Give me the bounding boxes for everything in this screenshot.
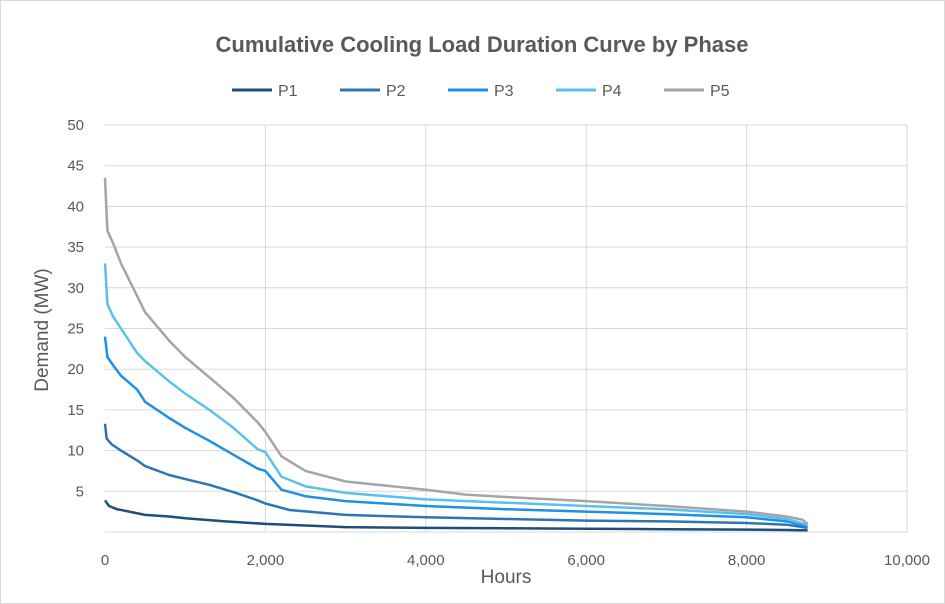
- y-tick-label: 5: [76, 483, 84, 500]
- y-axis-title: Demand (MW): [32, 268, 53, 392]
- y-tick-label: 20: [67, 361, 84, 378]
- y-axis-ticks: 5 10 15 20 25 30 35 40 45 50: [67, 117, 84, 500]
- legend-label: P3: [494, 83, 514, 100]
- legend-label: P1: [278, 83, 298, 100]
- x-tick-label: 8,000: [728, 552, 766, 569]
- y-tick-label: 15: [67, 402, 84, 419]
- x-tick-label: 4,000: [407, 552, 445, 569]
- y-tick-label: 50: [67, 117, 84, 134]
- x-tick-label: 2,000: [247, 552, 285, 569]
- series-lines: [103, 177, 809, 532]
- y-tick-label: 35: [67, 239, 84, 256]
- y-tick-label: 30: [67, 280, 84, 297]
- gridlines: [105, 124, 908, 532]
- legend: P1 P2 P3 P4 P5: [232, 83, 730, 100]
- series-line-p3: [103, 336, 808, 528]
- legend-label: P2: [386, 83, 406, 100]
- legend-label: P5: [710, 83, 730, 100]
- legend-label: P4: [602, 83, 622, 100]
- series-line-p2: [103, 423, 808, 530]
- x-tick-label: 10,000: [884, 552, 930, 569]
- series-line-p5: [103, 177, 809, 525]
- y-tick-label: 40: [67, 198, 84, 215]
- x-axis-ticks: 0 2,000 4,000 6,000 8,000 10,000: [101, 552, 930, 569]
- series-line-p1: [103, 499, 808, 532]
- series-line-p4: [103, 263, 808, 526]
- y-tick-label: 10: [67, 443, 84, 460]
- chart-title: Cumulative Cooling Load Duration Curve b…: [216, 32, 749, 57]
- x-axis-title: Hours: [481, 567, 532, 588]
- x-tick-label: 0: [101, 552, 109, 569]
- y-tick-label: 25: [67, 321, 84, 338]
- y-tick-label: 45: [67, 158, 84, 175]
- x-tick-label: 6,000: [567, 552, 605, 569]
